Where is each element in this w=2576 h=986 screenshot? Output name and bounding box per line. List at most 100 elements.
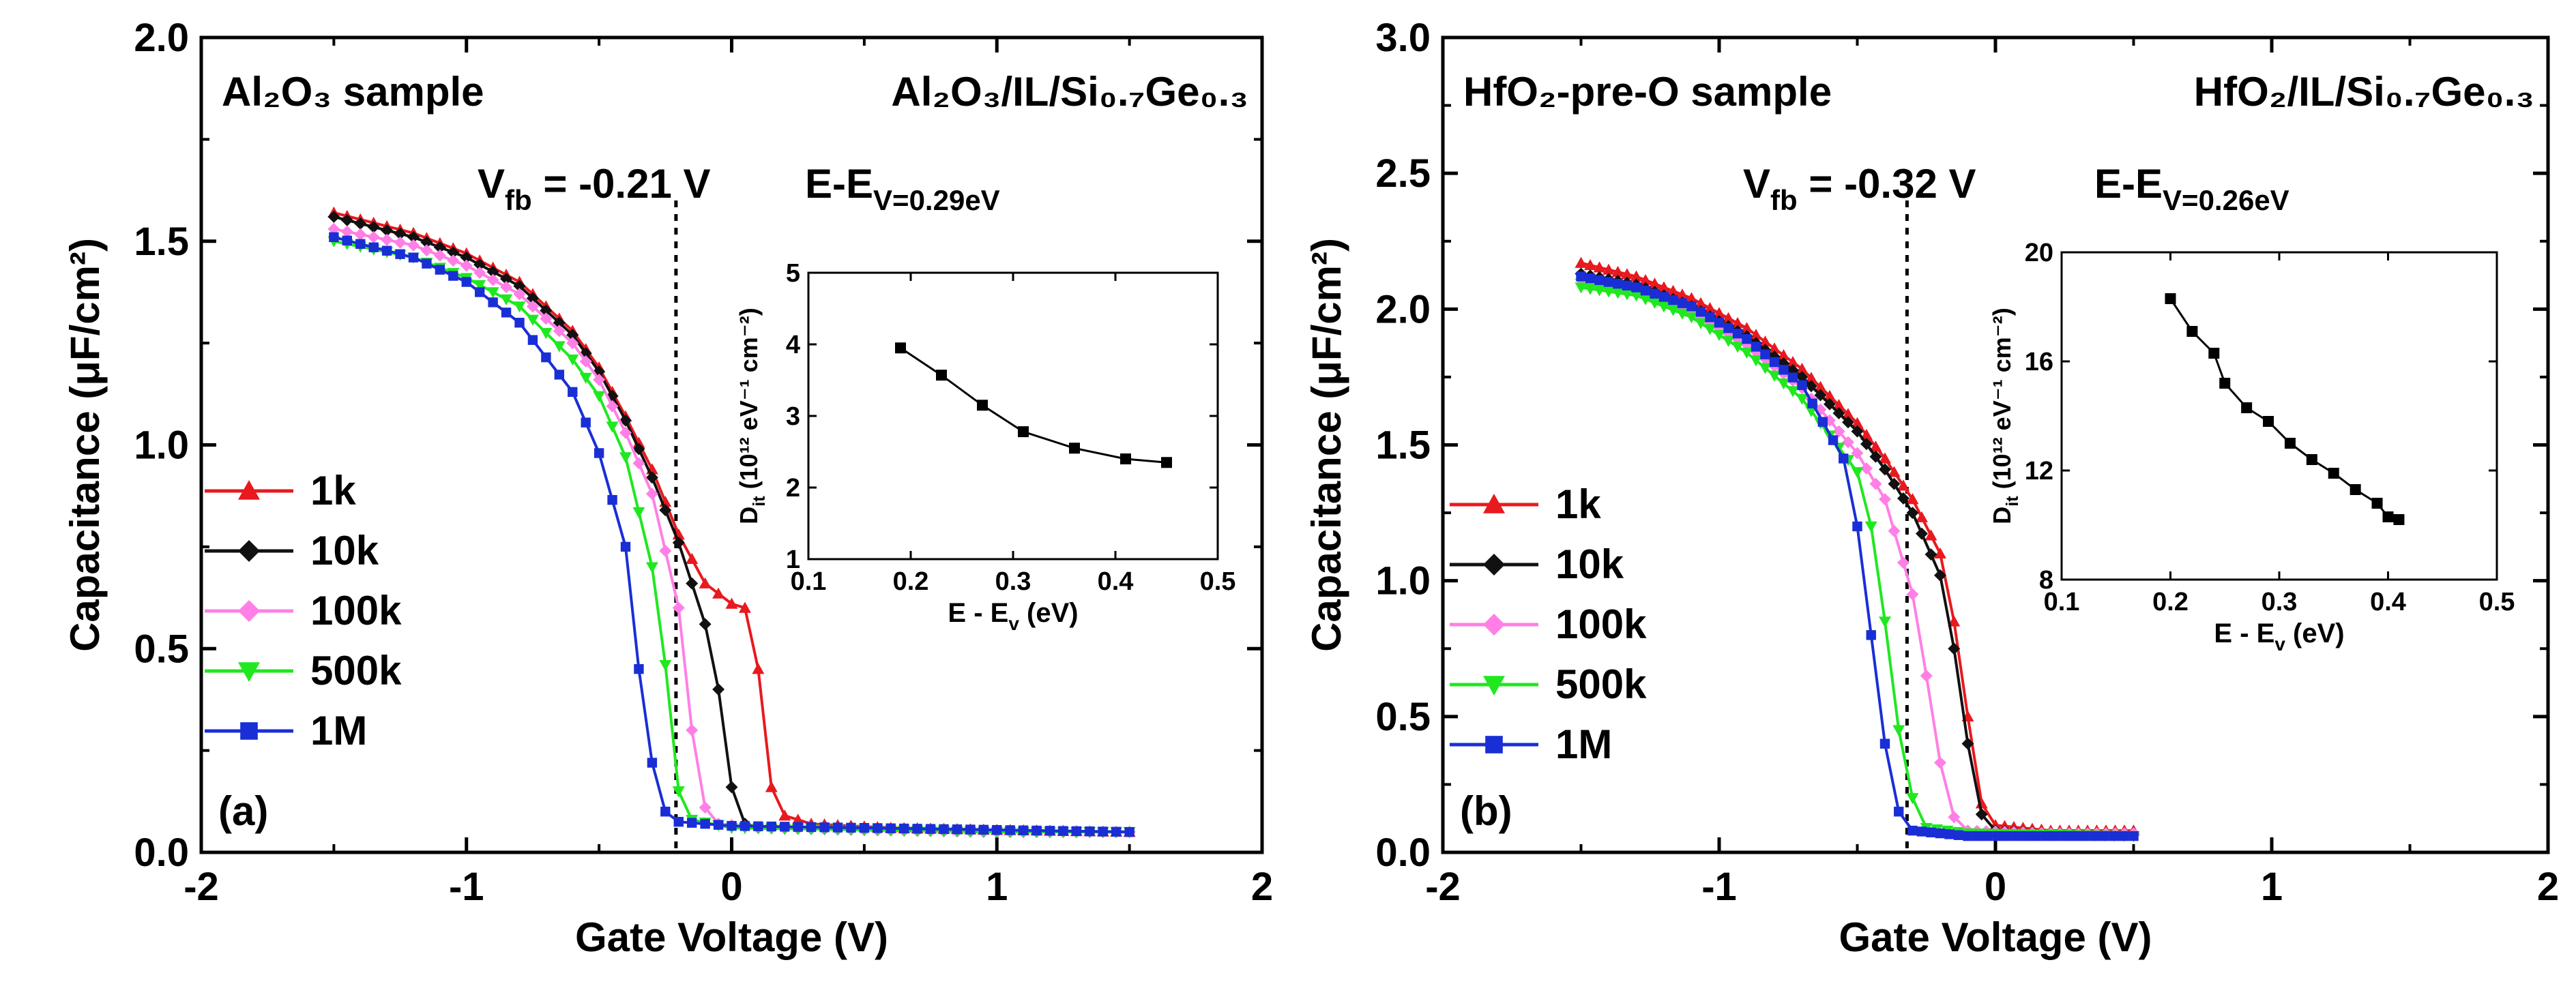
x-tick-label: 0 [1985, 865, 2006, 909]
data-point [513, 288, 526, 301]
data-point [422, 258, 432, 269]
data-point [460, 259, 473, 272]
data-point [873, 823, 883, 833]
data-point [329, 232, 339, 242]
data-point [381, 245, 392, 256]
data-point [886, 823, 896, 833]
legend-label: 100k [310, 588, 402, 633]
data-point [2119, 831, 2129, 841]
legend-marker [1483, 554, 1505, 576]
data-point [327, 222, 340, 235]
inset-point [2263, 416, 2274, 427]
inset-x-tick-label: 0.2 [893, 567, 929, 596]
data-point [342, 235, 353, 245]
inset-point [2371, 498, 2383, 509]
data-point [514, 318, 525, 328]
data-point [1613, 278, 1623, 289]
y-axis-label: Capacitance (μF/cm²) [62, 238, 108, 652]
data-point [632, 457, 645, 470]
data-point [620, 541, 631, 552]
inset-x-tick-label: 0.1 [2044, 588, 2080, 616]
data-point [753, 821, 763, 831]
inset-point [2186, 326, 2198, 337]
data-point [632, 507, 645, 519]
data-point [381, 233, 394, 246]
data-point [1695, 297, 1707, 308]
data-point [832, 822, 843, 833]
inset-point [1120, 453, 1131, 464]
data-point [1860, 438, 1873, 451]
vfb-label: Vfb​ = -0.21 V [478, 161, 711, 216]
data-point [645, 471, 658, 484]
data-point [1686, 301, 1697, 312]
data-point [1740, 322, 1753, 333]
legend-marker [238, 540, 260, 562]
x-tick-label: -1 [449, 865, 484, 909]
data-point [488, 297, 498, 308]
data-point [1916, 511, 1928, 522]
inset-x-tick-label: 0.3 [995, 567, 1031, 596]
data-point [407, 230, 420, 243]
data-point [1864, 521, 1877, 533]
x-tick-label: -1 [1701, 865, 1737, 909]
data-point [540, 327, 553, 340]
data-point [1768, 370, 1781, 382]
data-point [381, 224, 394, 237]
data-point [939, 824, 949, 835]
data-point [1897, 556, 1909, 569]
y-tick-label: 0.5 [1375, 695, 1431, 739]
data-point [1742, 333, 1752, 344]
data-point [593, 391, 606, 402]
inset-x-tick-label: 0.3 [2262, 588, 2298, 616]
inset-x-axis-label: E - Ev​ (eV) [948, 598, 1078, 634]
data-point [780, 822, 790, 832]
data-point [952, 824, 963, 835]
inset-x-axis-label: E - Ev​ (eV) [2214, 618, 2344, 655]
panel-a: -2 -1 0 1 2 0.0 0.5 1.0 1.5 2.0 Gate Voltage (V) Ca… [62, 16, 1273, 960]
data-point [435, 265, 445, 275]
data-point [527, 335, 538, 345]
data-point [2021, 831, 2032, 841]
inset-x-tick-label: 0.5 [1200, 567, 1236, 596]
data-point [354, 217, 367, 230]
y-tick-label: 0.5 [134, 627, 189, 671]
legend-label: 500k [310, 648, 402, 693]
data-point [1975, 808, 1988, 821]
data-point [1796, 393, 1809, 405]
data-point [1934, 569, 1946, 582]
data-point [486, 273, 499, 286]
data-point [1897, 492, 1909, 505]
data-point [819, 822, 830, 833]
inset-frame [2060, 251, 2498, 581]
data-point [355, 239, 366, 249]
legend-label: 1k [310, 468, 356, 513]
data-point [1869, 450, 1882, 463]
data-point [738, 601, 751, 613]
data-point [1722, 335, 1735, 347]
data-point [1667, 305, 1680, 316]
y-tick-label: 2.5 [1375, 151, 1431, 196]
data-point [513, 280, 526, 293]
y-tick-label: 1.0 [134, 423, 189, 468]
data-point [1723, 323, 1733, 333]
data-point [1676, 288, 1688, 300]
inset-y-tick-label: 4 [786, 331, 800, 359]
data-point [581, 417, 591, 428]
x-tick-label: 1 [986, 865, 1008, 909]
inset-y-tick-label: 2 [786, 474, 800, 503]
inset-point [2165, 293, 2176, 304]
data-point [594, 448, 604, 458]
data-point [2090, 831, 2100, 841]
legend-marker [238, 662, 260, 682]
data-point [898, 823, 909, 834]
legend-marker [238, 600, 260, 622]
data-point [1044, 826, 1055, 836]
data-point [645, 562, 658, 573]
data-point [712, 587, 725, 599]
data-point [540, 304, 553, 317]
data-point [1860, 462, 1873, 475]
data-point [1953, 830, 1964, 840]
data-point [1879, 452, 1891, 464]
data-point [606, 421, 619, 433]
